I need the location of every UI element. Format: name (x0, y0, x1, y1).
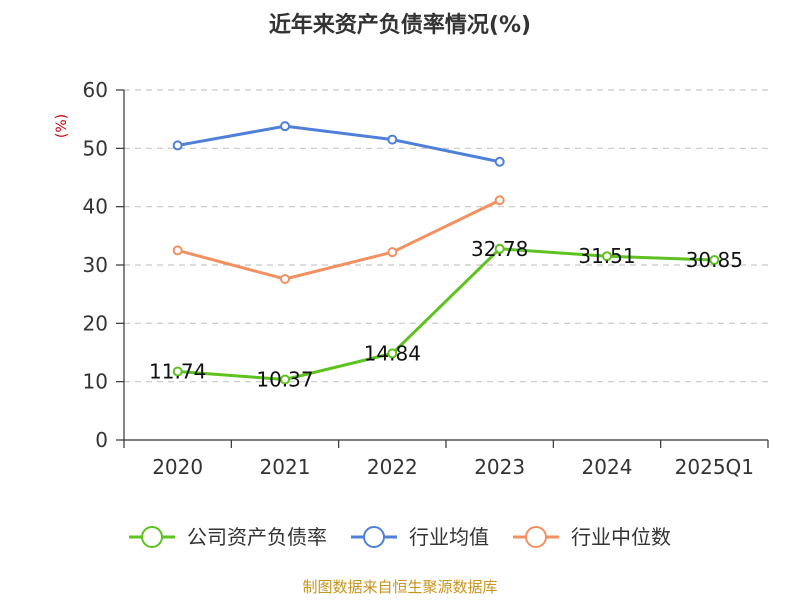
legend-item[interactable]: 行业中位数 (513, 525, 671, 549)
data-point (387, 348, 398, 359)
x-axis-ticks: 2020 2021 2022 2023 2024 2025Q1 (123, 440, 769, 479)
legend-label: 公司资产负债率 (187, 525, 327, 549)
data-label: 10.37 (256, 368, 313, 392)
x-tick-label: 2021 (260, 455, 311, 479)
data-label: 14.84 (364, 341, 421, 365)
legend-item[interactable]: 公司资产负债率 (129, 525, 327, 549)
legend-label: 行业均值 (409, 525, 489, 549)
data-point (280, 121, 290, 132)
data-point (172, 140, 183, 151)
data-label: 30.85 (686, 248, 743, 272)
data-label: 31.51 (578, 244, 635, 268)
y-axis-ticks: 0 10 20 30 40 50 60 (83, 78, 124, 452)
data-label: 32.78 (471, 237, 528, 261)
y-tick-label: 50 (83, 136, 108, 160)
series-line (177, 198, 501, 281)
legend-marker (525, 526, 547, 548)
grid-lines (124, 89, 768, 383)
x-tick-label: 2022 (367, 455, 418, 479)
data-point (494, 156, 505, 167)
legend-marker (141, 526, 163, 548)
y-tick-label: 0 (95, 428, 108, 452)
data-point (602, 251, 612, 262)
source-note: 制图数据来自恒生聚源数据库 (302, 578, 497, 596)
data-point (387, 134, 398, 145)
y-tick-label: 30 (83, 253, 108, 277)
y-tick-label: 40 (83, 195, 108, 219)
data-point (494, 243, 505, 254)
legend-item[interactable]: 行业均值 (351, 525, 489, 549)
chart-title: 近年来资产负债率情况(%) (269, 12, 531, 38)
series-line (177, 247, 715, 382)
y-axis-unit-label: (%) (54, 114, 70, 138)
data-point (387, 247, 398, 258)
legend-label: 行业中位数 (571, 525, 671, 549)
data-point (280, 374, 290, 385)
series-group (172, 121, 720, 385)
y-tick-label: 20 (83, 311, 108, 335)
data-point (494, 195, 505, 206)
legend[interactable]: 公司资产负债率 行业均值 行业中位数 (129, 525, 671, 549)
y-tick-label: 10 (83, 370, 108, 394)
data-point (172, 245, 183, 256)
y-tick-label: 60 (83, 78, 108, 102)
x-tick-label: 2020 (152, 455, 203, 479)
data-label: 11.74 (149, 360, 206, 384)
x-tick-label: 2023 (474, 455, 525, 479)
data-point (172, 366, 183, 377)
x-tick-label: 2025Q1 (675, 455, 754, 479)
x-tick-label: 2024 (582, 455, 633, 479)
data-point (280, 274, 290, 284)
legend-marker (363, 526, 385, 548)
data-point (709, 255, 720, 266)
series-line (177, 124, 500, 164)
data-labels: 11.74 10.37 14.84 32.78 31.51 30.85 (149, 237, 743, 392)
